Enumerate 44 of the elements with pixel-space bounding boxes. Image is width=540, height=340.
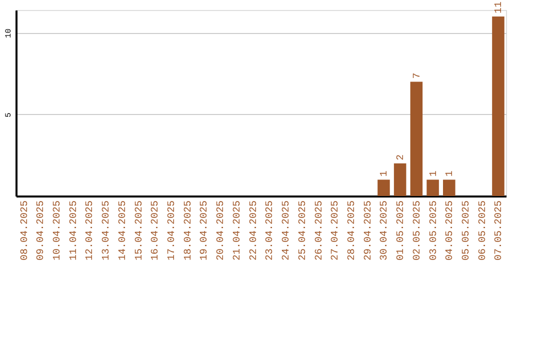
x-tick-label: 13.04.2025 bbox=[102, 200, 113, 261]
data-label: 7 bbox=[412, 72, 424, 79]
bar bbox=[426, 180, 439, 196]
x-tick-label: 16.04.2025 bbox=[150, 200, 162, 261]
x-tick-label: 26.04.2025 bbox=[314, 200, 326, 261]
x-tick-label: 01.05.2025 bbox=[396, 200, 408, 261]
x-tick-label: 03.05.2025 bbox=[428, 200, 440, 261]
x-tick-label: 18.04.2025 bbox=[183, 200, 194, 261]
x-tick-label: 27.04.2025 bbox=[330, 200, 342, 261]
y-tick-label: 5 bbox=[4, 112, 14, 118]
data-label: 1 bbox=[445, 170, 456, 177]
x-tick-label: 28.04.2025 bbox=[346, 200, 358, 261]
x-tick-label: 08.04.2025 bbox=[20, 200, 31, 261]
data-label: 2 bbox=[396, 154, 408, 160]
x-tick-label: 11.04.2025 bbox=[68, 200, 80, 261]
x-tick-label: 29.04.2025 bbox=[363, 200, 374, 261]
bar bbox=[410, 82, 423, 196]
bar bbox=[394, 163, 406, 196]
x-tick-label: 22.04.2025 bbox=[248, 200, 260, 261]
x-tick-label: 24.04.2025 bbox=[282, 200, 293, 261]
data-label: 1 bbox=[428, 170, 440, 177]
bar bbox=[378, 180, 390, 196]
x-tick-label: 12.04.2025 bbox=[85, 200, 96, 261]
x-tick-label: 14.04.2025 bbox=[118, 200, 129, 261]
x-tick-label: 21.04.2025 bbox=[232, 200, 244, 261]
x-tick-label: 23.04.2025 bbox=[265, 200, 276, 261]
data-label: 11 bbox=[494, 2, 506, 14]
x-tick-label: 10.04.2025 bbox=[52, 200, 64, 261]
x-tick-label: 17.04.2025 bbox=[167, 200, 178, 261]
x-tick-label: 30.04.2025 bbox=[380, 200, 391, 261]
x-tick-label: 09.04.2025 bbox=[36, 200, 48, 261]
x-tick-label: 05.05.2025 bbox=[462, 200, 473, 261]
x-tick-label: 02.05.2025 bbox=[412, 200, 424, 261]
x-tick-label: 15.04.2025 bbox=[134, 200, 146, 261]
bar bbox=[492, 16, 504, 196]
x-tick-label: 04.05.2025 bbox=[445, 200, 456, 261]
y-tick-label: 10 bbox=[4, 28, 14, 38]
data-label: 1 bbox=[380, 170, 391, 177]
x-tick-label: 19.04.2025 bbox=[200, 200, 211, 261]
x-tick-label: 20.04.2025 bbox=[216, 200, 228, 261]
x-tick-label: 06.05.2025 bbox=[478, 200, 489, 261]
x-tick-label: 25.04.2025 bbox=[298, 200, 309, 261]
bar bbox=[443, 180, 456, 196]
x-tick-label: 07.05.2025 bbox=[494, 200, 506, 261]
